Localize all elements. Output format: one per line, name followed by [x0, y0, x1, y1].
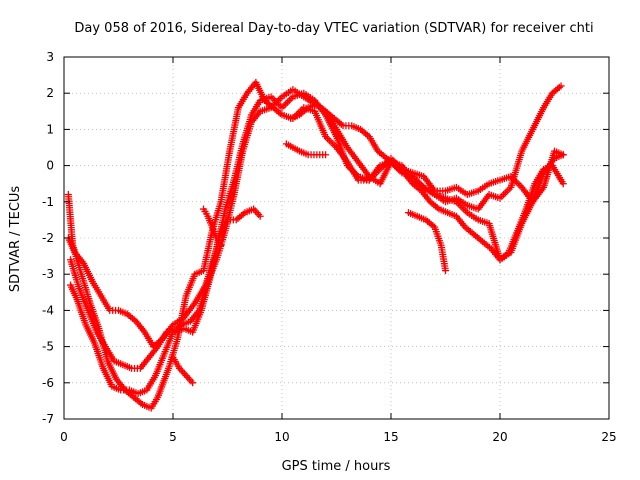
- y-tick-label: -2: [42, 231, 54, 245]
- y-tick-label: 3: [46, 50, 54, 64]
- x-tick-label: 15: [383, 430, 398, 444]
- data-point: [256, 212, 264, 220]
- y-tick-label: 2: [46, 86, 54, 100]
- axis-ticks: 0 5 10 15 20 25 -7 -6 -5 -4 -3 -2 -1 0 1 2 3: [42, 50, 617, 444]
- y-tick-label: 1: [46, 122, 54, 136]
- y-tick-label: -1: [42, 195, 54, 209]
- x-tick-label: 0: [60, 430, 68, 444]
- y-tick-label: 0: [46, 159, 54, 173]
- data-point: [189, 379, 197, 387]
- data-point: [559, 180, 567, 188]
- series-track-2: [64, 89, 567, 351]
- data-point: [322, 151, 330, 159]
- y-axis-label: SDTVAR / TECUs: [8, 186, 23, 293]
- series-track-7: [169, 353, 197, 387]
- x-tick-label: 25: [601, 430, 616, 444]
- series-track-6: [200, 205, 225, 249]
- series-trace: [69, 88, 564, 395]
- series-track-8: [282, 140, 330, 159]
- x-tick-label: 10: [274, 430, 289, 444]
- series-track-3: [67, 86, 567, 398]
- data-series: [64, 78, 567, 412]
- data-point: [559, 151, 567, 159]
- series-track-9: [404, 209, 449, 275]
- data-point: [557, 82, 565, 90]
- x-tick-label: 5: [169, 430, 177, 444]
- y-tick-label: -5: [42, 340, 54, 354]
- series-trace: [67, 92, 564, 348]
- series-track-1: [64, 78, 565, 412]
- data-point: [442, 267, 449, 275]
- y-tick-label: -6: [42, 376, 54, 390]
- x-tick-label: 20: [492, 430, 507, 444]
- y-tick-label: -4: [42, 303, 54, 317]
- y-tick-label: -3: [42, 267, 54, 281]
- y-tick-label: -7: [42, 412, 54, 426]
- chart-title: Day 058 of 2016, Sidereal Day-to-day VTE…: [74, 21, 593, 36]
- series-track-5: [287, 100, 567, 264]
- x-axis-label: GPS time / hours: [282, 459, 391, 474]
- series-track-4: [67, 205, 264, 372]
- data-point: [217, 241, 225, 249]
